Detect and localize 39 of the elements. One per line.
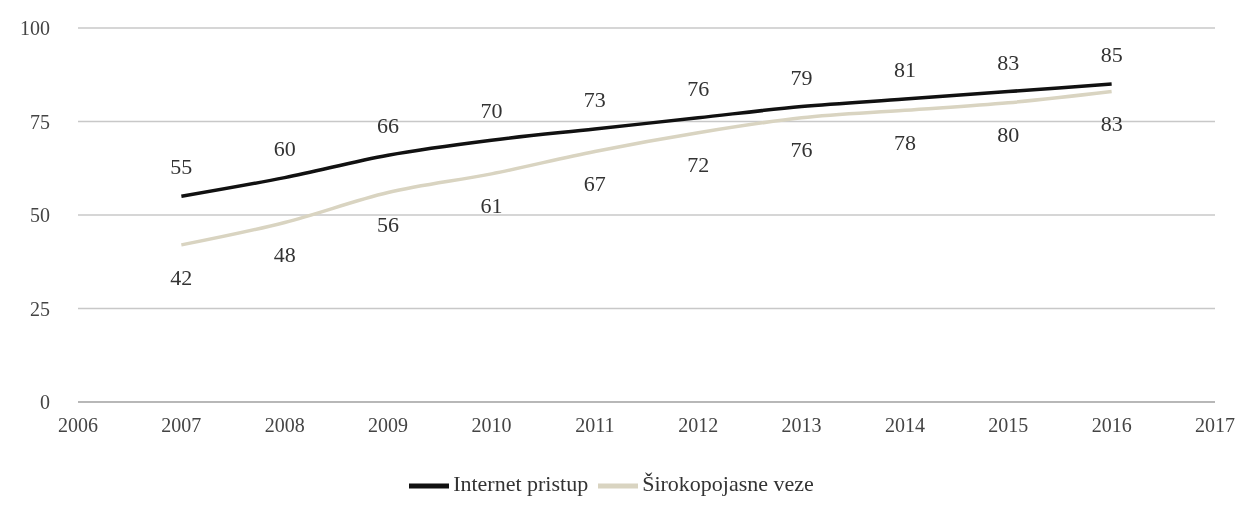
data-label: 60 bbox=[273, 135, 296, 161]
data-label: 85 bbox=[1100, 42, 1123, 68]
data-label: 73 bbox=[583, 86, 606, 112]
x-tick-label: 2007 bbox=[161, 414, 202, 437]
data-label: 80 bbox=[997, 122, 1020, 148]
data-label: 76 bbox=[687, 75, 710, 101]
x-tick-label: 2009 bbox=[368, 414, 409, 437]
data-label: 72 bbox=[687, 152, 710, 178]
x-tick-label: 2006 bbox=[58, 414, 98, 437]
x-tick-label: 2011 bbox=[575, 414, 615, 437]
legend-label: Širokopojasne veze bbox=[642, 471, 814, 497]
data-label: 79 bbox=[790, 64, 813, 90]
x-tick-label: 2010 bbox=[471, 414, 512, 437]
x-tick-label: 2014 bbox=[884, 414, 925, 437]
legend-label: Internet pristup bbox=[453, 471, 589, 497]
data-label: 42 bbox=[170, 264, 193, 290]
data-label: 48 bbox=[273, 242, 296, 268]
data-label: 55 bbox=[170, 154, 193, 180]
x-tick-label: 2013 bbox=[781, 414, 822, 437]
data-label: 56 bbox=[377, 212, 400, 238]
data-label: 70 bbox=[480, 98, 503, 124]
data-label: 76 bbox=[790, 137, 813, 163]
y-tick-label: 100 bbox=[20, 17, 50, 40]
y-tick-label: 75 bbox=[30, 110, 50, 133]
x-tick-label: 2012 bbox=[678, 414, 719, 437]
data-label: 83 bbox=[1100, 111, 1123, 137]
x-tick-label: 2016 bbox=[1091, 414, 1132, 437]
data-label: 67 bbox=[583, 171, 606, 197]
x-tick-label: 2015 bbox=[988, 414, 1029, 437]
data-label: 78 bbox=[893, 129, 916, 155]
data-label: 81 bbox=[893, 57, 916, 83]
data-label: 83 bbox=[997, 49, 1020, 75]
data-label: 66 bbox=[377, 113, 400, 139]
x-tick-label: 2008 bbox=[264, 414, 305, 437]
data-label: 61 bbox=[480, 193, 503, 219]
y-tick-label: 50 bbox=[30, 204, 50, 227]
y-tick-label: 0 bbox=[40, 391, 50, 414]
x-tick-label: 2017 bbox=[1195, 414, 1235, 437]
y-tick-label: 25 bbox=[30, 297, 50, 320]
